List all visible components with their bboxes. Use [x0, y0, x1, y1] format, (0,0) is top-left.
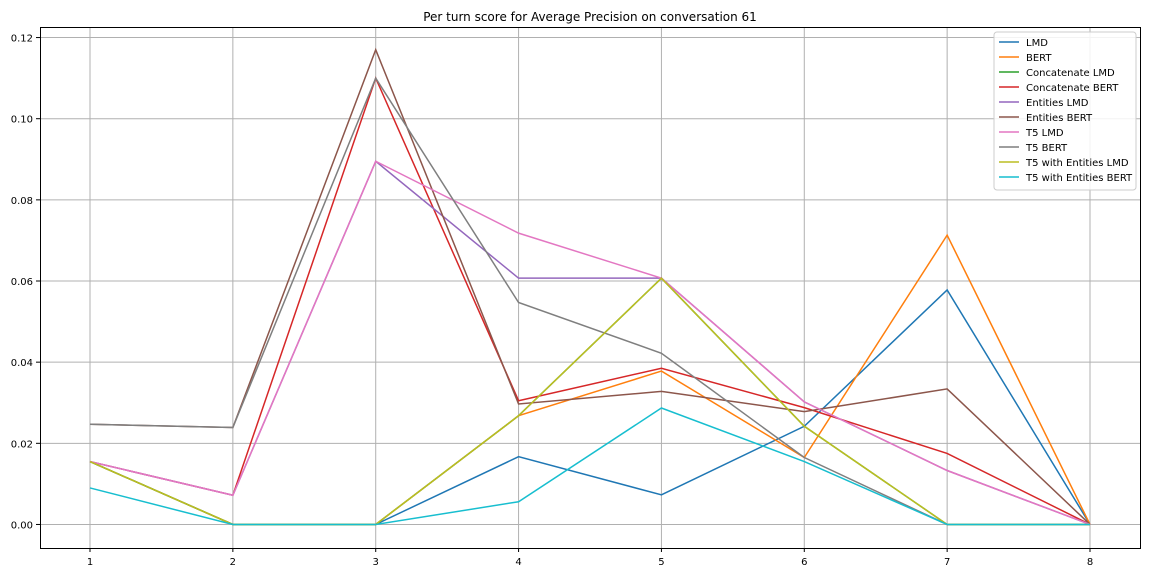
series-line-t5-with-entities-lmd [89, 277, 1090, 526]
legend-label: LMD [1026, 38, 1048, 49]
legend-label: Entities LMD [1026, 98, 1089, 109]
chart-title: Per turn score for Average Precision on … [423, 10, 757, 24]
x-tick-label: 1 [87, 557, 93, 568]
y-tick-label: 0.06 [11, 277, 33, 288]
legend: LMD BERT Concatenate LMD Concatenate BERT En… [993, 31, 1137, 191]
x-tick-label: 2 [230, 557, 236, 568]
x-tick-label: 5 [658, 557, 664, 568]
legend-label: T5 with Entities LMD [1025, 158, 1129, 169]
x-tick-label: 8 [1087, 557, 1093, 568]
plot-frame [40, 27, 1141, 549]
series-line-entities-lmd [89, 160, 1091, 526]
legend-label: Concatenate LMD [1026, 68, 1115, 79]
series-line-concatenate-lmd [89, 277, 1090, 526]
axis-ticks: 1 2 3 4 5 6 7 8 0.00 0.02 0.04 0.06 0.08 0.10 0.12 [11, 34, 1093, 568]
series-line-concatenate-bert [89, 76, 1091, 526]
grid [40, 27, 1140, 548]
series-line-t5-with-entities-bert [89, 407, 1090, 526]
series-lines [89, 47, 1091, 526]
x-tick-label: 7 [944, 557, 950, 568]
legend-label: Entities BERT [1026, 113, 1093, 124]
series-line-entities-bert [89, 47, 1091, 526]
legend-label: T5 with Entities BERT [1025, 173, 1133, 184]
x-tick-label: 4 [515, 557, 521, 568]
y-tick-label: 0.12 [11, 34, 33, 45]
y-tick-label: 0.02 [11, 439, 33, 450]
legend-label: Concatenate BERT [1026, 83, 1119, 94]
x-tick-label: 6 [801, 557, 807, 568]
legend-label: T5 LMD [1025, 128, 1064, 139]
y-tick-label: 0.08 [11, 196, 33, 207]
y-tick-label: 0.04 [11, 358, 33, 369]
series-line-t5-bert [89, 76, 1090, 526]
x-tick-label: 3 [373, 557, 379, 568]
legend-box [993, 31, 1137, 191]
series-line-t5-lmd [89, 160, 1091, 526]
y-tick-label: 0.00 [11, 520, 33, 531]
legend-label: T5 BERT [1025, 143, 1068, 154]
y-tick-label: 0.10 [11, 115, 33, 126]
legend-label: BERT [1026, 53, 1052, 64]
